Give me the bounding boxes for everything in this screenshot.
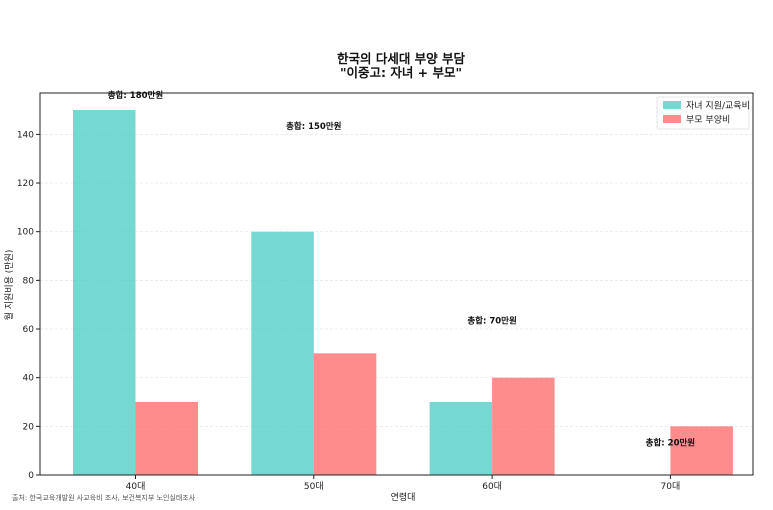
x-tick-label: 60대 (482, 481, 502, 492)
total-label-4: 총합: 20만원 (646, 437, 696, 448)
plot-frame (39, 92, 754, 476)
legend-label-parent-support: 부모 부양비 (686, 115, 730, 126)
total-label-3: 총합: 70만원 (467, 316, 517, 327)
chart-title-line-2: "이중고: 자녀 + 부모" (340, 65, 462, 80)
bar-child-support-1 (73, 110, 136, 475)
y-tick-label: 80 (23, 276, 35, 286)
y-axis-ticks: 0 20 40 60 80 100 120 140 (17, 130, 40, 481)
total-label-2: 총합: 150만원 (286, 121, 342, 132)
y-tick-label: 120 (17, 179, 34, 189)
legend-swatch-child-support (663, 101, 681, 109)
y-tick-label: 20 (23, 422, 35, 432)
x-axis-label: 연령대 (391, 491, 416, 503)
bars-group (73, 110, 733, 475)
source-note: 출처: 한국교육개발원 사교육비 조사, 보건복지부 노인실태조사 (12, 493, 196, 502)
y-tick-label: 0 (28, 471, 34, 481)
bar-parent-support-1 (135, 402, 198, 475)
legend: 자녀 지원/교육비 부모 부양비 (656, 96, 750, 130)
y-axis-label: 월 지원비용 (만원) (3, 250, 15, 321)
bar-parent-support-2 (313, 353, 377, 475)
legend-swatch-parent-support (663, 115, 681, 123)
y-tick-label: 60 (23, 325, 35, 335)
chart-title-line-1: 한국의 다세대 부양 부담 (337, 51, 466, 66)
x-axis-ticks: 40대 50대 60대 70대 (126, 475, 681, 492)
bar-parent-support-3 (492, 377, 555, 475)
x-tick-label: 50대 (304, 481, 324, 492)
y-tick-label: 40 (23, 374, 35, 384)
bar-child-support-3 (429, 402, 493, 475)
x-tick-label: 40대 (126, 481, 146, 492)
grid-lines (40, 134, 753, 427)
y-tick-label: 100 (17, 228, 34, 238)
y-tick-label: 140 (17, 130, 34, 140)
bar-parent-support-4 (670, 426, 733, 475)
x-tick-label: 70대 (661, 481, 681, 492)
total-label-1: 총합: 180만원 (108, 90, 164, 101)
legend-label-child-support: 자녀 지원/교육비 (686, 101, 750, 112)
bar-child-support-2 (251, 231, 314, 475)
